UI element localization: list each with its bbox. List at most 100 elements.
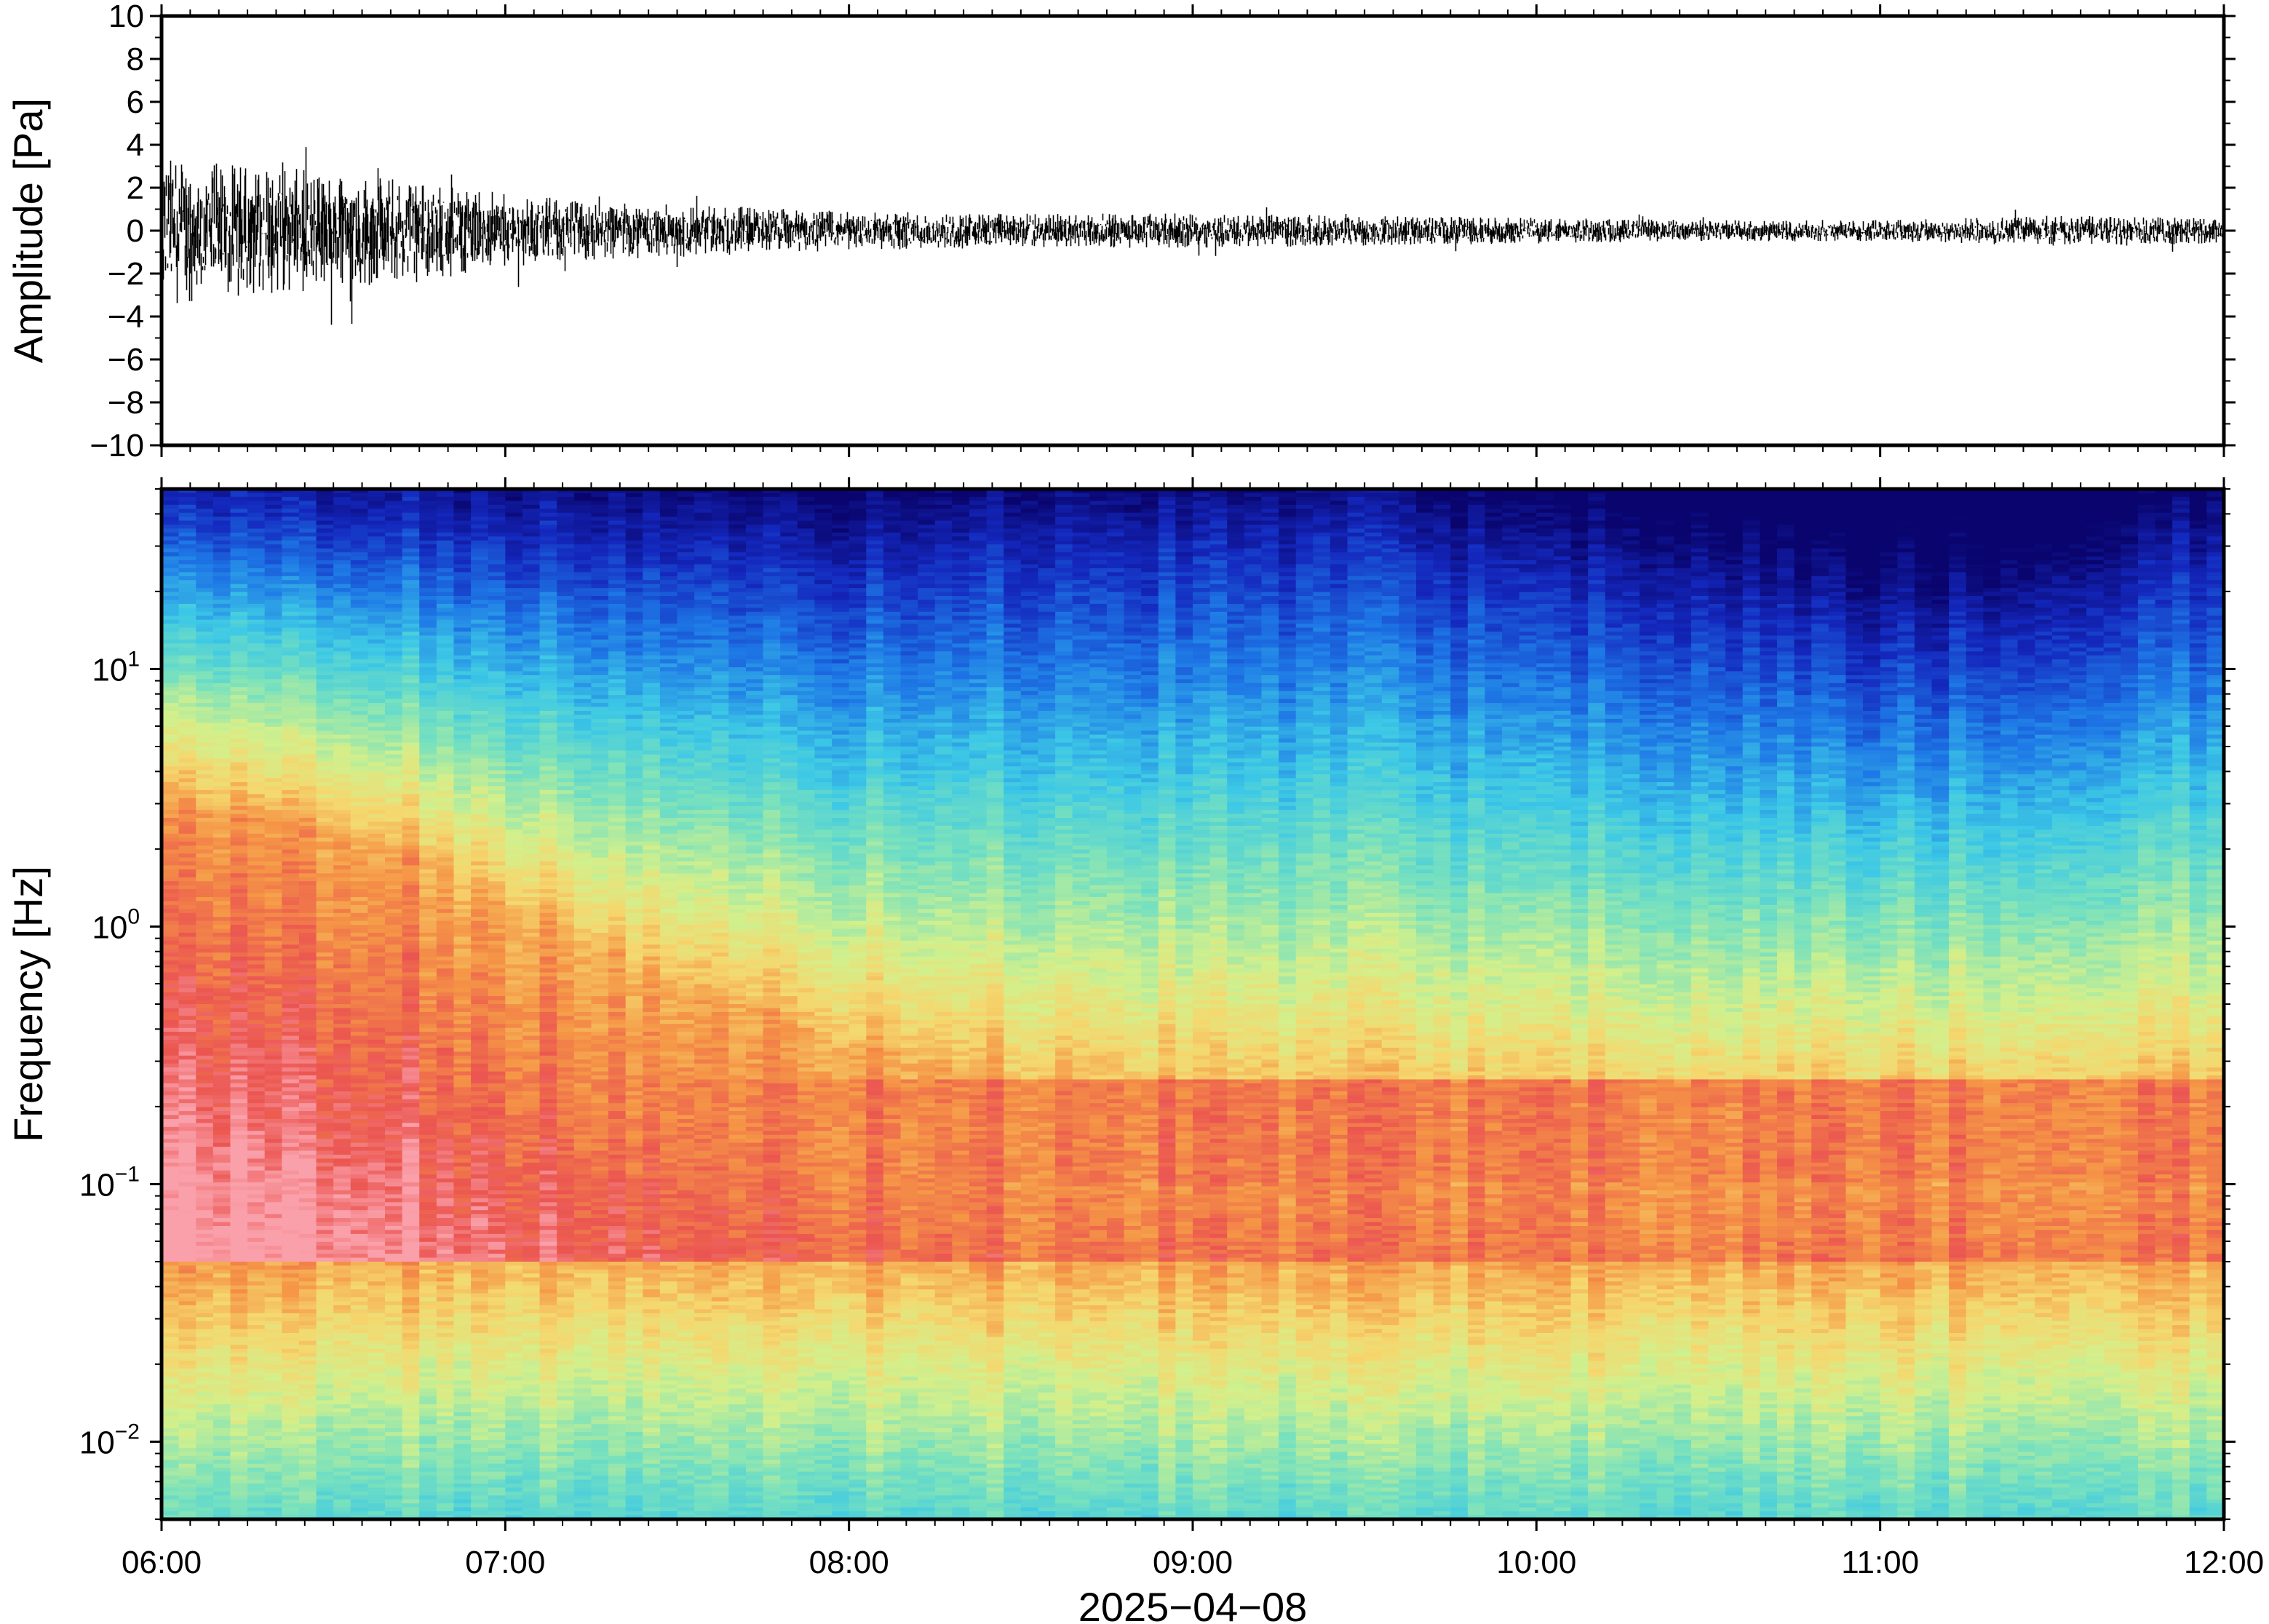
spectrogram-cell bbox=[212, 944, 231, 950]
spectrogram-cell bbox=[436, 1186, 455, 1191]
spectrogram-cell bbox=[367, 877, 386, 882]
spectrogram-cell bbox=[316, 1087, 334, 1092]
spectrogram-cell bbox=[162, 723, 180, 728]
spectrogram-cell bbox=[436, 778, 455, 783]
spectrogram-cell bbox=[333, 837, 351, 843]
spectrogram-cell bbox=[264, 821, 282, 827]
spectrogram-cell bbox=[212, 1162, 231, 1167]
spectrogram-cell bbox=[264, 770, 282, 775]
spectrogram-cell bbox=[196, 1396, 214, 1401]
spectrogram-cell bbox=[419, 1032, 437, 1037]
spectrogram-cell bbox=[316, 627, 334, 632]
spectrogram-cell bbox=[419, 774, 437, 779]
spectrogram-cell bbox=[212, 841, 231, 846]
spectrogram-cell bbox=[212, 1273, 231, 1278]
spectrogram-cell bbox=[350, 1305, 368, 1310]
spectrogram-cell bbox=[178, 1115, 196, 1120]
spectrogram-heatmap bbox=[162, 489, 2224, 1519]
spectrogram-cell bbox=[196, 980, 214, 985]
spectrogram-cell bbox=[333, 493, 351, 498]
spectrogram-cell bbox=[282, 1134, 300, 1139]
spectrogram-cell bbox=[367, 920, 386, 926]
spectrogram-cell bbox=[419, 1369, 437, 1374]
spectrogram-cell bbox=[333, 564, 351, 569]
spectrogram-cell bbox=[333, 592, 351, 597]
spectrogram-cell bbox=[367, 600, 386, 605]
spectrogram-cell bbox=[264, 512, 282, 517]
spectrogram-cell bbox=[367, 1455, 386, 1460]
spectrogram-cell bbox=[402, 1147, 420, 1152]
spectrogram-cell bbox=[419, 663, 437, 668]
spectrogram-cell bbox=[298, 1491, 317, 1496]
spectrogram-cell bbox=[298, 1471, 317, 1476]
spectrogram-cell bbox=[282, 698, 300, 704]
spectrogram-cell bbox=[419, 782, 437, 787]
spectrogram-cell bbox=[367, 754, 386, 759]
spectrogram-cell bbox=[196, 1388, 214, 1393]
spectrogram-cell bbox=[212, 1214, 231, 1219]
spectrogram-cell bbox=[282, 1345, 300, 1350]
spectrogram-cell bbox=[298, 1444, 317, 1449]
spectrogram-cell bbox=[298, 936, 317, 942]
spectrogram-cell bbox=[282, 1436, 300, 1441]
spectrogram-cell bbox=[212, 667, 231, 672]
spectrogram-cell bbox=[247, 1388, 266, 1393]
spectrogram-cell bbox=[333, 1083, 351, 1088]
spectrogram-cell bbox=[264, 517, 282, 522]
spectrogram-cell bbox=[419, 786, 437, 791]
spectrogram-cell bbox=[178, 881, 196, 886]
spectrogram-cell bbox=[212, 1027, 231, 1032]
spectrogram-cell bbox=[282, 1162, 300, 1167]
spectrogram-cell bbox=[247, 1254, 266, 1259]
spectrogram-cell bbox=[436, 1079, 455, 1084]
spectrogram-cell bbox=[471, 619, 489, 624]
spectrogram-cell bbox=[402, 1424, 420, 1429]
spectrogram-cell bbox=[264, 584, 282, 589]
spectrogram-cell bbox=[196, 1134, 214, 1139]
spectrogram-cell bbox=[247, 1297, 266, 1302]
spectrogram-cell bbox=[264, 762, 282, 767]
spectrogram-cell bbox=[316, 992, 334, 997]
spectrogram-cell bbox=[247, 1040, 266, 1045]
spectrogram-cell bbox=[350, 731, 368, 736]
spectrogram-cell bbox=[385, 909, 403, 914]
spectrogram-cell bbox=[419, 893, 437, 898]
spectrogram-cell bbox=[212, 1123, 231, 1128]
spectrogram-cell bbox=[230, 813, 248, 819]
spectrogram-cell bbox=[333, 504, 351, 509]
spectrogram-cell bbox=[298, 1011, 317, 1016]
spectrogram-cell bbox=[316, 592, 334, 597]
spectrogram-cell bbox=[196, 1162, 214, 1167]
spectrogram-cell bbox=[230, 1440, 248, 1445]
spectrogram-cell bbox=[162, 1166, 180, 1171]
spectrogram-cell bbox=[162, 1194, 180, 1199]
spectrogram-cell bbox=[385, 504, 403, 509]
spectrogram-cell bbox=[264, 1011, 282, 1016]
spectrogram-cell bbox=[196, 624, 214, 629]
spectrogram-cell bbox=[230, 1432, 248, 1437]
spectrogram-cell bbox=[367, 912, 386, 918]
spectrogram-cell bbox=[316, 1246, 334, 1251]
spectrogram-cell bbox=[367, 1313, 386, 1318]
spectrogram-cell bbox=[230, 896, 248, 901]
spectrogram-cell bbox=[453, 825, 472, 830]
spectrogram-cell bbox=[333, 1032, 351, 1037]
spectrogram-cell bbox=[436, 873, 455, 878]
spectrogram-cell bbox=[350, 1476, 368, 1481]
spectrogram-cell bbox=[402, 1142, 420, 1147]
spectrogram-cell bbox=[453, 818, 472, 823]
spectrogram-cell bbox=[298, 1281, 317, 1286]
spectrogram-cell bbox=[350, 1027, 368, 1032]
spectrogram-cell bbox=[316, 1214, 334, 1219]
spectrogram-cell bbox=[316, 873, 334, 878]
spectrogram-cell bbox=[350, 540, 368, 545]
spectrogram-cell bbox=[367, 1087, 386, 1092]
spectrogram-cell bbox=[298, 489, 317, 494]
spectrogram-cell bbox=[402, 920, 420, 926]
spectrogram-cell bbox=[196, 944, 214, 950]
spectrogram-cell bbox=[350, 1471, 368, 1476]
spectrogram-cell bbox=[282, 1468, 300, 1473]
spectrogram-cell bbox=[333, 857, 351, 862]
spectrogram-cell bbox=[385, 789, 403, 795]
spectrogram-cell bbox=[402, 1392, 420, 1397]
